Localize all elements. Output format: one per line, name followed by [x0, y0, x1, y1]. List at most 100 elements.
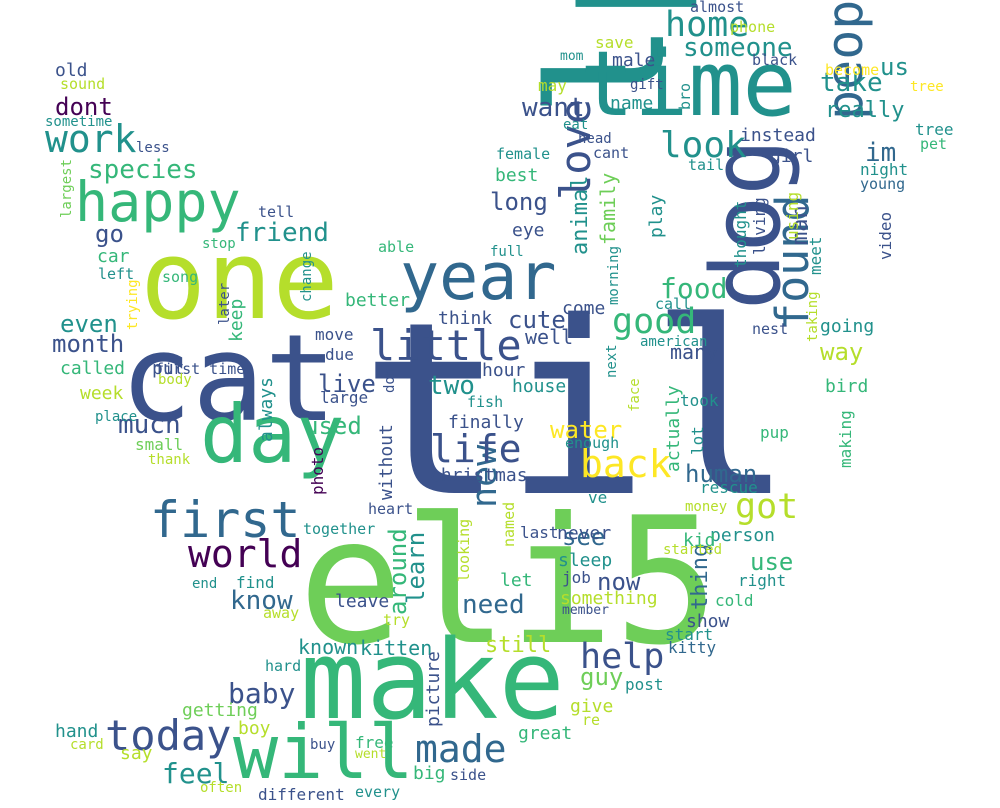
word-getting: getting: [182, 700, 258, 721]
word-thank: thank: [148, 452, 191, 468]
word-first-time: first time: [155, 360, 246, 378]
word-tree: tree: [910, 79, 944, 95]
word-come: come: [562, 298, 606, 319]
word-instead: instead: [740, 125, 816, 146]
word-friend: friend: [235, 218, 329, 248]
word-family: family: [596, 172, 620, 245]
word-side: side: [450, 766, 487, 784]
word-rescue: rescue: [700, 478, 758, 497]
word-known: known: [298, 635, 359, 659]
word-let: let: [500, 570, 533, 591]
word-kitten: kitten: [360, 636, 433, 660]
word-im: im: [865, 138, 897, 168]
word-don: don: [382, 367, 398, 393]
word-much: much: [118, 410, 181, 440]
word-phone: phone: [730, 18, 776, 36]
word-back: back: [580, 442, 672, 486]
word-away: away: [263, 604, 300, 622]
word-today: today: [105, 711, 232, 760]
word-free: free: [355, 733, 394, 752]
word-put: put: [152, 358, 185, 379]
word-picture: picture: [423, 651, 444, 727]
word-due: due: [325, 345, 354, 364]
word-hand: hand: [55, 721, 99, 742]
word-stop: stop: [202, 236, 236, 252]
word-almost: almost: [690, 0, 745, 16]
word-card: card: [70, 737, 104, 753]
word-last: last: [520, 523, 559, 542]
word-place: place: [95, 409, 138, 425]
word-head: head: [578, 131, 612, 147]
word-hard: hard: [265, 657, 302, 675]
word-hour: hour: [482, 360, 526, 381]
word-photo: photo: [308, 446, 327, 495]
word-person: person: [710, 525, 776, 546]
word-re: re: [582, 711, 601, 729]
word-small: small: [135, 435, 184, 454]
word-ve: ve: [588, 488, 608, 507]
word-eye: eye: [512, 220, 545, 241]
word-baby: baby: [228, 677, 296, 710]
word-member: member: [562, 603, 609, 618]
word-pup: pup: [760, 423, 789, 442]
word-see: see: [562, 523, 606, 551]
word-help: help: [580, 637, 665, 677]
word-become: become: [825, 61, 880, 79]
word-month: month: [52, 330, 125, 358]
word-male: male: [612, 50, 656, 71]
word-world: world: [188, 532, 303, 576]
word-try: try: [383, 611, 411, 629]
word-job: job: [562, 568, 591, 587]
word-pet: pet: [920, 135, 948, 153]
word-sometime: sometime: [45, 114, 113, 130]
word-making: making: [836, 410, 855, 468]
word-call: call: [655, 295, 692, 313]
word-best: best: [495, 165, 539, 186]
word-tree: tree: [915, 120, 954, 139]
word-song: song: [162, 268, 199, 286]
word-old: old: [55, 60, 88, 81]
word-kitty: kitty: [668, 638, 717, 657]
word-mom: mom: [560, 49, 584, 64]
word-say: say: [120, 743, 153, 764]
word-will: will: [233, 708, 414, 796]
word-fish: fish: [467, 393, 504, 411]
word-less: less: [136, 140, 170, 156]
word-human: human: [685, 460, 758, 488]
word-two: two: [428, 371, 475, 401]
word-one: one: [140, 216, 339, 344]
word-eli5: eli5: [298, 481, 720, 684]
word-better: better: [345, 290, 411, 311]
word-kid: kid: [683, 530, 716, 551]
word-know: know: [230, 586, 293, 616]
word-different: different: [258, 785, 345, 804]
word-happy: happy: [75, 170, 241, 234]
word-trying: trying: [125, 279, 141, 330]
word-living: living: [750, 197, 769, 255]
word-going: going: [820, 316, 875, 337]
word-body: body: [158, 372, 192, 388]
word-leave: leave: [335, 591, 390, 612]
word-week: week: [80, 383, 124, 404]
word-many: many: [670, 340, 719, 364]
word-give: give: [570, 696, 614, 717]
word-meet: meet: [806, 236, 825, 275]
word-dont: dont: [55, 93, 113, 121]
word-later: later: [217, 282, 233, 325]
word-went: went: [355, 747, 387, 762]
word-boy: boy: [238, 718, 271, 739]
word-eat: eat: [563, 117, 589, 133]
word-learn: learn: [402, 531, 430, 604]
word-finally: finally: [448, 412, 524, 433]
word-morning: morning: [606, 245, 622, 305]
word-tell: tell: [258, 203, 295, 221]
word-looking: looking: [455, 518, 473, 582]
word-young: young: [860, 175, 906, 193]
word-black: black: [752, 51, 798, 69]
word-home: home: [665, 5, 750, 45]
word-large: large: [320, 388, 369, 407]
word-lot: lot: [688, 426, 707, 455]
word-us: us: [880, 53, 909, 81]
word-took: took: [680, 391, 719, 410]
